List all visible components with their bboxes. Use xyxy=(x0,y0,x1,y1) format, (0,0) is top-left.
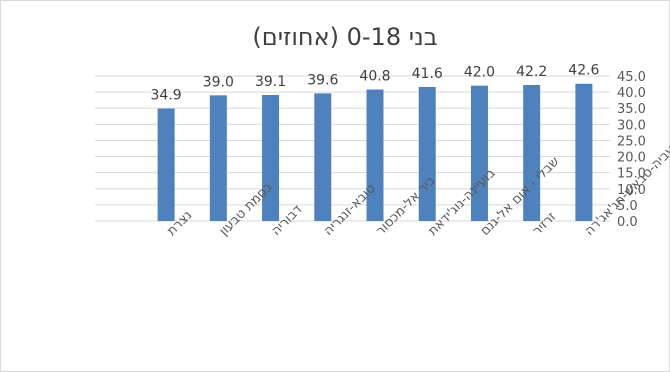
y-tick-label: 25.0 xyxy=(617,134,646,149)
bar xyxy=(262,95,280,221)
data-label: 39.0 xyxy=(203,74,234,90)
bar xyxy=(418,86,436,221)
y-tick-label: 35.0 xyxy=(617,102,646,117)
y-tick-label: 30.0 xyxy=(617,118,646,133)
bar xyxy=(209,95,227,221)
bar xyxy=(470,85,488,222)
y-tick-label: 20.0 xyxy=(617,151,646,166)
data-labels: 34.9 39.0 39.1 39.6 40.8 41.6 42.0 42.2 42.6 xyxy=(151,63,600,104)
data-label: 34.9 xyxy=(151,88,182,104)
y-tick-label: 10.0 xyxy=(617,183,646,198)
bar xyxy=(575,83,593,221)
data-label: 41.6 xyxy=(412,66,443,82)
bar xyxy=(157,108,175,221)
chart-title: בני 0-18 (אחוזים) xyxy=(252,23,437,51)
data-label: 42.2 xyxy=(516,64,547,80)
data-label: 39.1 xyxy=(255,74,286,90)
bars xyxy=(157,83,593,222)
y-tick-label: 0.0 xyxy=(617,215,638,230)
data-label: 40.8 xyxy=(359,69,390,85)
data-label: 39.6 xyxy=(307,72,338,88)
y-axis-ticks: 0.05.010.015.020.0 25.030.035.040.045.0 xyxy=(617,70,646,230)
y-tick-label: 40.0 xyxy=(617,86,646,101)
bar xyxy=(314,93,332,221)
y-tick-label: 15.0 xyxy=(617,167,646,182)
y-tick-label: 45.0 xyxy=(617,70,646,85)
y-tick-label: 5.0 xyxy=(617,199,638,214)
bar xyxy=(523,85,541,222)
data-label: 42.6 xyxy=(568,63,599,79)
bar xyxy=(366,89,384,222)
data-label: 42.0 xyxy=(464,65,495,81)
